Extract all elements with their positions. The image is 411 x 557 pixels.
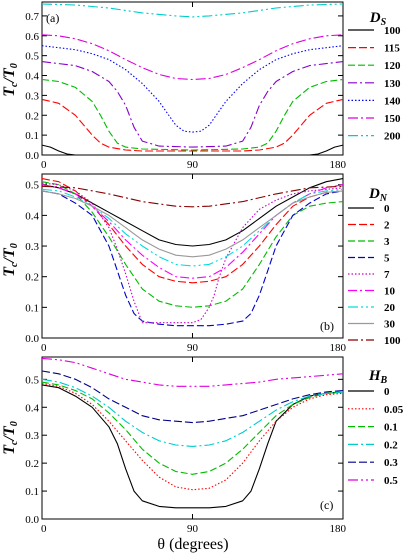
legend-label-a-115: 115: [384, 43, 400, 55]
legend-label-b-0: 0: [384, 203, 390, 215]
legend-label-a-130: 130: [384, 78, 401, 90]
panel-c-xtick-label: 0: [41, 523, 47, 535]
panel-a-xtick-label: 0: [41, 159, 47, 171]
legend-label-b-10: 10: [384, 286, 396, 298]
panel-c-ytick-label: 0.0: [25, 514, 39, 526]
panel-a-legend-title: DS: [369, 10, 387, 28]
panel-a-axes: 0.0 0.1 0.2 0.3 0.4 0.5 0.6 0.7 0 90 180: [25, 2, 347, 171]
panel-a-ytick-label: 0.5: [25, 51, 39, 63]
panel-a-ytick-label: 0.4: [25, 71, 39, 83]
series-line-b-7: [42, 182, 343, 324]
legend-label-c-0.2: 0.2: [384, 439, 398, 451]
panel-b-lines: [42, 178, 343, 327]
panel-a: 0.0 0.1 0.2 0.3 0.4 0.5 0.6 0.7 0 90 180 (a) Tc/T0…: [1, 1, 401, 171]
panel-a-ylabel: Tc/T0: [1, 63, 20, 96]
legend-label-c-0.5: 0.5: [384, 475, 398, 487]
panel-a-xtick-label: 180: [330, 159, 347, 171]
series-line-b-30: [42, 190, 343, 258]
panel-b-ytick-label: 0.0: [25, 333, 39, 345]
series-line-c-0.5: [42, 357, 343, 387]
x-axis-title: θ (degrees): [157, 536, 228, 553]
panel-c-ytick-label: 0.3: [25, 430, 39, 442]
legend-label-c-0.3: 0.3: [384, 457, 398, 469]
legend-label-a-100: 100: [384, 25, 401, 37]
panel-b-xtick-label: 0: [41, 342, 47, 354]
legend-label-b-100: 100: [384, 335, 401, 347]
panel-b-xtick-label: 90: [187, 342, 199, 354]
series-line-c-0.2: [42, 378, 343, 447]
series-line-b-0: [42, 178, 343, 247]
panel-c-xtick-label: 180: [330, 523, 347, 535]
panel-b-plot-frame: [41, 173, 344, 339]
series-line-a-130: [42, 61, 343, 148]
panel-b-ytick-label: 0.4: [25, 210, 39, 222]
series-line-c-0.05: [42, 382, 343, 491]
panel-a-ytick-label: 0.1: [25, 130, 39, 142]
panel-c-ytick-label: 0.1: [25, 486, 39, 498]
legend-label-a-120: 120: [384, 60, 401, 72]
panel-a-ytick-label: 0.2: [25, 110, 39, 122]
series-line-a-100: [42, 144, 343, 155]
panel-c-plot-frame: [41, 356, 344, 520]
legend-label-b-7: 7: [384, 269, 390, 281]
panel-c-ylabel: Tc/T0: [1, 421, 20, 454]
panel-a-ytick-label: 0.6: [25, 31, 39, 43]
panel-b-ylabel: Tc/T0: [1, 243, 20, 276]
panel-c-lines: [42, 357, 343, 509]
panel-c-ytick-label: 0.2: [25, 458, 39, 470]
series-line-c-0: [42, 384, 343, 509]
panel-a-legend: 100 115 120 130 140 150 200: [348, 25, 401, 143]
series-line-b-10: [42, 184, 343, 279]
series-line-b-5: [42, 190, 343, 327]
panel-a-label: (a): [46, 11, 59, 25]
series-line-b-100: [42, 185, 343, 208]
legend-label-b-3: 3: [384, 236, 390, 248]
series-line-c-0.1: [42, 381, 343, 475]
series-line-a-120: [42, 78, 343, 151]
legend-label-b-20: 20: [384, 302, 396, 314]
panel-b-legend: 0 2 3 5 7 10 20 30 100: [348, 203, 401, 347]
panel-b-xtick-label: 180: [330, 342, 347, 354]
panel-c-label: (c): [320, 498, 333, 512]
panel-b: 0.0 0.1 0.2 0.3 0.4 0.5 0 90 180 (b) Tc/T0 DN 0 2…: [1, 173, 401, 354]
panel-a-ytick-label: 0.3: [25, 90, 39, 102]
series-line-a-150: [42, 34, 343, 81]
legend-label-b-5: 5: [384, 253, 390, 265]
panel-b-axes: 0.0 0.1 0.2 0.3 0.4 0.5 0 90 180: [25, 174, 347, 354]
panel-c-axes: 0.0 0.1 0.2 0.3 0.4 0.5 0 90 180: [25, 357, 347, 535]
legend-label-c-0.05: 0.05: [384, 404, 404, 416]
panel-b-legend-title: DN: [368, 186, 388, 204]
legend-label-c-0.1: 0.1: [384, 422, 398, 434]
panel-c-ytick-label: 0.4: [25, 402, 39, 414]
panel-b-ytick-label: 0.1: [25, 302, 39, 314]
panel-b-ytick-label: 0.3: [25, 241, 39, 253]
series-line-a-140: [42, 45, 343, 133]
panel-a-ytick-label: 0.7: [25, 11, 39, 23]
legend-label-a-140: 140: [384, 95, 401, 107]
legend-label-c-0: 0: [384, 386, 390, 398]
panel-a-lines: [42, 3, 343, 155]
legend-label-b-30: 30: [384, 319, 396, 331]
panel-c-xtick-label: 90: [187, 523, 199, 535]
panel-c-legend-title: HB: [368, 368, 388, 386]
legend-label-a-200: 200: [384, 131, 401, 143]
legend-label-b-2: 2: [384, 220, 390, 232]
panel-a-xtick-label: 90: [187, 159, 199, 171]
panel-c-legend: 0 0.05 0.1 0.2 0.3 0.5: [348, 386, 404, 487]
panel-b-ytick-label: 0.2: [25, 272, 39, 284]
series-line-c-0.3: [42, 370, 343, 424]
panel-c-ytick-label: 0.5: [25, 374, 39, 386]
panel-b-ytick-label: 0.5: [25, 180, 39, 192]
panel-a-ytick-label: 0.0: [25, 150, 39, 162]
series-line-a-200: [42, 3, 343, 18]
panel-b-label: (b): [320, 319, 334, 333]
legend-label-a-150: 150: [384, 113, 401, 125]
series-line-a-115: [42, 98, 343, 152]
panel-c: 0.00.10.20.30.40.50 90 180 (c) Tc/T0 HB 00…: [1, 356, 404, 553]
